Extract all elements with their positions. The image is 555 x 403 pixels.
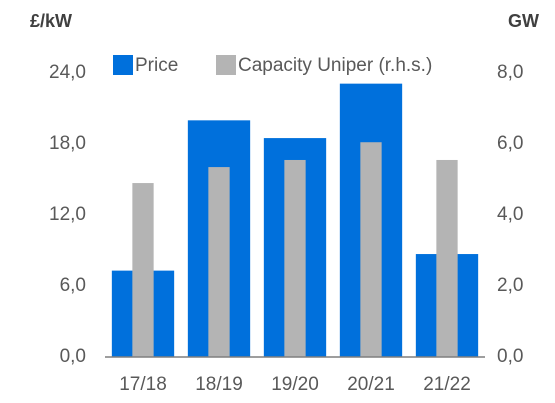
x-tick-label: 17/18: [119, 374, 167, 395]
y2-tick-label: 0,0: [497, 346, 523, 367]
capacity-bar: [284, 159, 306, 357]
legend-swatch: [216, 55, 236, 75]
x-tick-label: 21/22: [423, 374, 471, 395]
capacity-bar: [132, 183, 154, 357]
y-tick-label: 6,0: [60, 275, 86, 296]
capacity-bar: [208, 167, 230, 357]
y-tick-label: 12,0: [49, 204, 86, 225]
capacity-bar: [360, 142, 382, 357]
y2-axis-unit: GW: [508, 11, 539, 31]
y2-tick-label: 8,0: [497, 62, 523, 83]
capacity-bar: [436, 159, 458, 357]
y-axis-unit: £/kW: [30, 11, 72, 31]
x-tick-label: 18/19: [195, 374, 243, 395]
y2-tick-label: 6,0: [497, 133, 523, 154]
x-tick-label: 19/20: [271, 374, 319, 395]
legend-swatch: [113, 55, 133, 75]
y-tick-label: 18,0: [49, 133, 86, 154]
legend-label: Capacity Uniper (r.h.s.): [238, 55, 432, 76]
x-tick-label: 20/21: [347, 374, 395, 395]
legend-label: Price: [135, 55, 178, 76]
y-tick-label: 0,0: [60, 346, 86, 367]
y2-tick-label: 2,0: [497, 275, 523, 296]
y2-tick-label: 4,0: [497, 204, 523, 225]
y-tick-label: 24,0: [49, 62, 86, 83]
